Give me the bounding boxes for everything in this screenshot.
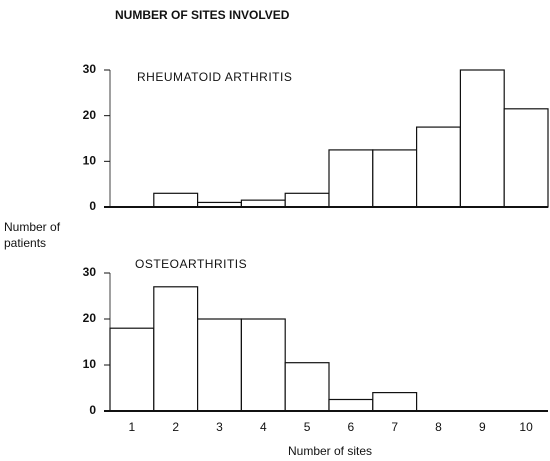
chart-title: NUMBER OF SITES INVOLVED [115, 8, 290, 22]
x-tick-label: 4 [260, 420, 267, 434]
y-tick-label: 30 [83, 62, 97, 76]
x-axis-label: Number of sites [288, 444, 372, 458]
x-tick-label: 10 [519, 420, 533, 434]
x-tick-label: 9 [479, 420, 486, 434]
y-tick-label: 10 [83, 357, 97, 371]
x-tick-label: 7 [391, 420, 398, 434]
panel-title: OSTEOARTHRITIS [135, 257, 247, 271]
bar [328, 149, 374, 208]
y-tick-label: 20 [83, 108, 97, 122]
y-tick-label: 0 [89, 199, 96, 213]
bar [109, 327, 155, 412]
y-tick-label: 30 [83, 265, 97, 279]
bar [372, 392, 418, 412]
bar [459, 69, 505, 208]
y-tick-label: 20 [83, 311, 97, 325]
bar [503, 108, 549, 208]
x-tick-label: 2 [172, 420, 179, 434]
bar [153, 192, 199, 208]
panel-title: RHEUMATOID ARTHRITIS [137, 70, 292, 84]
bar [284, 362, 330, 412]
bar [240, 199, 286, 208]
x-tick-label: 3 [216, 420, 223, 434]
x-tick-label: 5 [304, 420, 311, 434]
bar [328, 398, 374, 412]
x-tick-label: 6 [348, 420, 355, 434]
y-axis-label: Number of patients [4, 220, 61, 250]
bar [197, 318, 243, 412]
x-tick-label: 1 [129, 420, 136, 434]
bar [153, 286, 199, 412]
bar [284, 192, 330, 208]
bar [372, 149, 418, 208]
bar [416, 126, 462, 208]
x-tick-label: 8 [435, 420, 442, 434]
y-tick-label: 0 [89, 403, 96, 417]
y-tick-label: 10 [83, 154, 97, 168]
bar [240, 318, 286, 412]
